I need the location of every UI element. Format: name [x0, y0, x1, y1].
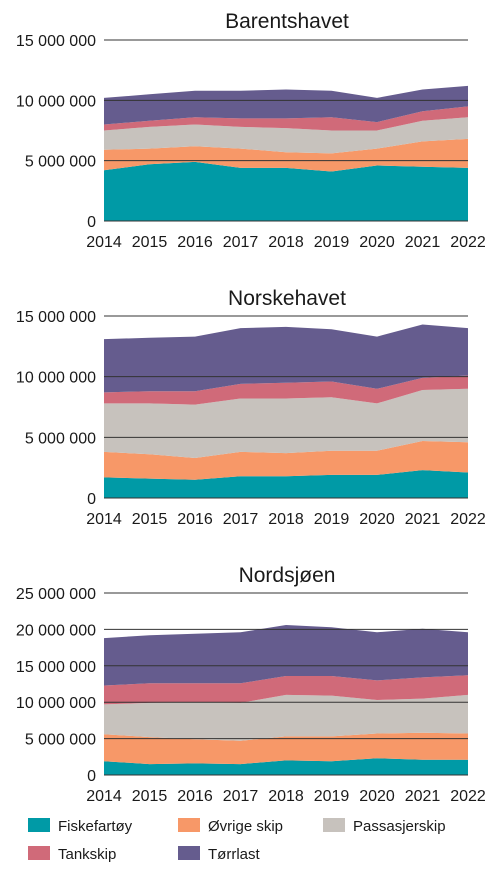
y-tick-label: 15 000 000	[16, 309, 96, 326]
y-tick-label: 0	[87, 214, 96, 231]
chart-barentshavet: Barentshavet 0 5 000 000 10 000 000 15 000 …	[16, 10, 486, 251]
x-tick-label: 2016	[177, 788, 213, 805]
chart-norskehavet: Norskehavet 0 5 000 000 10 000 000 15 000 0…	[16, 287, 486, 528]
legend-swatch-passasjerskip	[323, 818, 345, 832]
y-axis-norskehavet: 0 5 000 000 10 000 000 15 000 000	[16, 309, 468, 508]
x-tick-label: 2021	[405, 511, 441, 528]
x-tick-label: 2019	[314, 511, 350, 528]
y-tick-label: 10 000 000	[16, 93, 96, 110]
area-series-torrlast	[104, 85, 468, 125]
y-tick-label: 5 000 000	[25, 430, 96, 447]
area-series-ovrige-skip	[104, 732, 468, 765]
area-series-fiskefartoy	[104, 161, 468, 221]
x-tick-label: 2016	[177, 234, 213, 251]
area-series-tankskip	[104, 375, 468, 405]
chart-title-norskehavet: Norskehavet	[228, 287, 346, 310]
area-series-tankskip	[104, 106, 468, 131]
y-tick-label: 15 000 000	[16, 33, 96, 50]
y-axis-barentshavet: 0 5 000 000 10 000 000 15 000 000	[16, 33, 468, 231]
area-series-torrlast	[104, 324, 468, 393]
legend-label-passasjerskip: Passasjerskip	[353, 818, 446, 835]
y-tick-label: 0	[87, 491, 96, 508]
y-tick-label: 15 000 000	[16, 659, 96, 676]
x-tick-label: 2015	[132, 788, 168, 805]
x-tick-label: 2022	[450, 788, 486, 805]
legend-label-tankskip: Tankskip	[58, 846, 116, 863]
x-tick-label: 2019	[314, 788, 350, 805]
x-tick-label: 2021	[405, 234, 441, 251]
area-series-ovrige-skip	[104, 138, 468, 172]
x-axis-norskehavet: 2014 2015 2016 2017 2018 2019 2020 2021 2022	[86, 497, 486, 528]
legend-swatch-tankskip	[28, 846, 50, 860]
x-tick-label: 2021	[405, 788, 441, 805]
legend-label-torrlast: Tørrlast	[208, 846, 260, 863]
area-series-torrlast	[104, 625, 468, 686]
area-series-fiskefartoy	[104, 758, 468, 775]
area-series-passasjerskip	[104, 388, 468, 458]
x-tick-label: 2018	[268, 511, 304, 528]
legend-label-ovrige-skip: Øvrige skip	[208, 818, 283, 835]
x-tick-label: 2019	[314, 234, 350, 251]
x-tick-label: 2020	[359, 788, 395, 805]
x-axis-barentshavet: 2014 2015 2016 2017 2018 2019 2020 2021 2022	[86, 220, 486, 251]
y-tick-label: 10 000 000	[16, 695, 96, 712]
chart-title-nordsjoen: Nordsjøen	[239, 564, 336, 587]
y-tick-label: 5 000 000	[25, 154, 96, 171]
x-tick-label: 2015	[132, 511, 168, 528]
x-tick-label: 2017	[223, 788, 259, 805]
x-tick-label: 2014	[86, 788, 122, 805]
legend-swatch-fiskefartoy	[28, 818, 50, 832]
areas-norskehavet	[104, 324, 468, 498]
chart-title-barentshavet: Barentshavet	[225, 10, 349, 33]
x-tick-label: 2018	[268, 234, 304, 251]
x-tick-label: 2018	[268, 788, 304, 805]
x-tick-label: 2017	[223, 234, 259, 251]
x-tick-label: 2022	[450, 234, 486, 251]
areas-nordsjoen	[104, 625, 468, 775]
area-series-passasjerskip	[104, 694, 468, 741]
x-tick-label: 2014	[86, 234, 122, 251]
x-tick-label: 2020	[359, 234, 395, 251]
y-tick-label: 5 000 000	[25, 732, 96, 749]
area-series-fiskefartoy	[104, 470, 468, 498]
y-tick-label: 25 000 000	[16, 586, 96, 603]
area-series-passasjerskip	[104, 117, 468, 154]
x-tick-label: 2016	[177, 511, 213, 528]
legend-swatch-ovrige-skip	[178, 818, 200, 832]
x-tick-label: 2014	[86, 511, 122, 528]
y-tick-label: 0	[87, 768, 96, 785]
y-tick-label: 20 000 000	[16, 622, 96, 639]
x-axis-nordsjoen: 2014 2015 2016 2017 2018 2019 2020 2021 2022	[86, 774, 486, 805]
chart-nordsjoen: Nordsjøen 0 5 000 000 10 000 000 15 000 000…	[16, 564, 486, 805]
legend-swatch-torrlast	[178, 846, 200, 860]
x-tick-label: 2015	[132, 234, 168, 251]
y-tick-label: 10 000 000	[16, 370, 96, 387]
x-tick-label: 2020	[359, 511, 395, 528]
x-tick-label: 2022	[450, 511, 486, 528]
areas-barentshavet	[104, 85, 468, 221]
legend: Fiskefartøy Øvrige skip Passasjerskip Tanks…	[28, 818, 446, 863]
legend-label-fiskefartoy: Fiskefartøy	[58, 818, 133, 835]
y-axis-nordsjoen: 0 5 000 000 10 000 000 15 000 000 20 000 000…	[16, 586, 468, 785]
area-series-tankskip	[104, 675, 468, 705]
x-tick-label: 2017	[223, 511, 259, 528]
